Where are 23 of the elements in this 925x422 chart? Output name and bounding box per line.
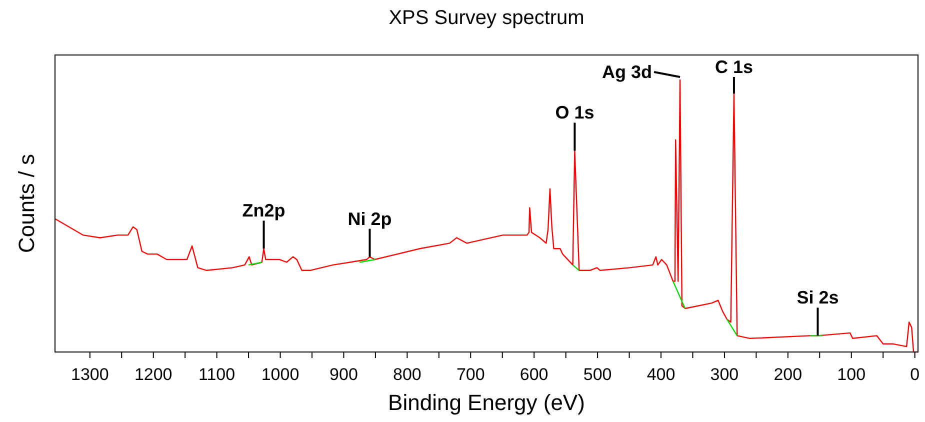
x-axis-title: Binding Energy (eV)	[388, 390, 585, 415]
annotation: Si 2s	[796, 288, 839, 308]
annotation: Zn2p	[242, 200, 286, 221]
x-tick-label: 400	[646, 365, 676, 384]
x-tick-label: 700	[456, 365, 485, 384]
x-tick-label: 100	[837, 365, 866, 384]
annotation: C 1s	[714, 57, 753, 77]
chart-title: XPS Survey spectrum	[388, 7, 584, 29]
annotation: Ni 2p	[348, 208, 392, 229]
y-axis-title: Counts / s	[14, 154, 39, 254]
annotation: Ag 3d	[602, 62, 652, 82]
x-tick-label: 1200	[134, 365, 172, 384]
annotation: O 1s	[555, 102, 594, 123]
x-tick-label: 900	[330, 365, 358, 384]
x-tick-label: 300	[710, 365, 739, 384]
x-tick-label: 1300	[70, 365, 109, 384]
x-tick-label: 800	[392, 365, 422, 384]
x-tick-label: 1000	[261, 365, 300, 384]
x-tick-label: 600	[520, 365, 548, 384]
x-tick-label: 500	[583, 365, 612, 384]
x-tick-label: 0	[910, 365, 920, 384]
x-tick-label: 1100	[198, 365, 236, 384]
x-tick-label: 200	[774, 365, 802, 384]
